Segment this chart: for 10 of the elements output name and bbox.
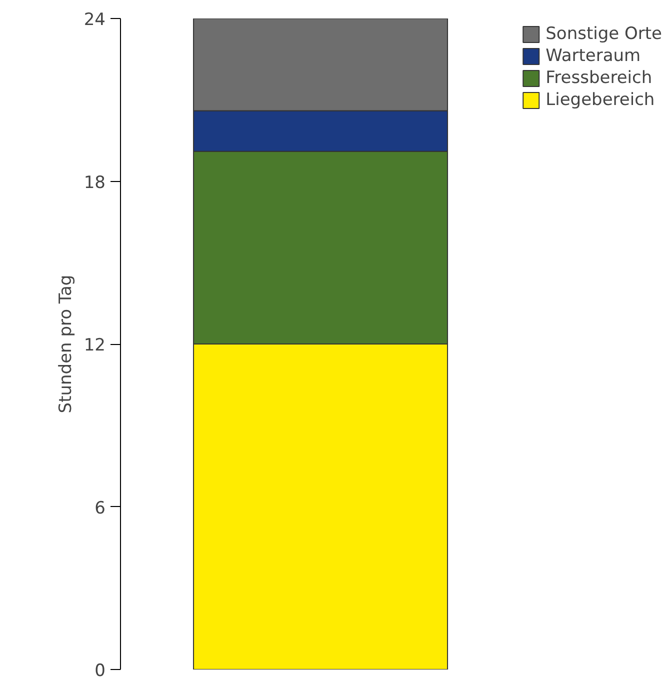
y-tick-label: 6: [94, 498, 106, 518]
legend-label: Warteraum: [546, 46, 641, 66]
y-tick-label: 0: [94, 661, 106, 679]
legend-label: Fressbereich: [546, 68, 652, 88]
legend-label: Sonstige Orte: [546, 24, 662, 44]
y-tick-label: 18: [84, 172, 106, 193]
y-tick-label: 24: [84, 10, 106, 30]
legend-label: Liegebereich: [546, 90, 655, 110]
y-tick-label: 12: [84, 336, 106, 356]
y-axis-title: Stunden pro Tag: [56, 274, 76, 414]
